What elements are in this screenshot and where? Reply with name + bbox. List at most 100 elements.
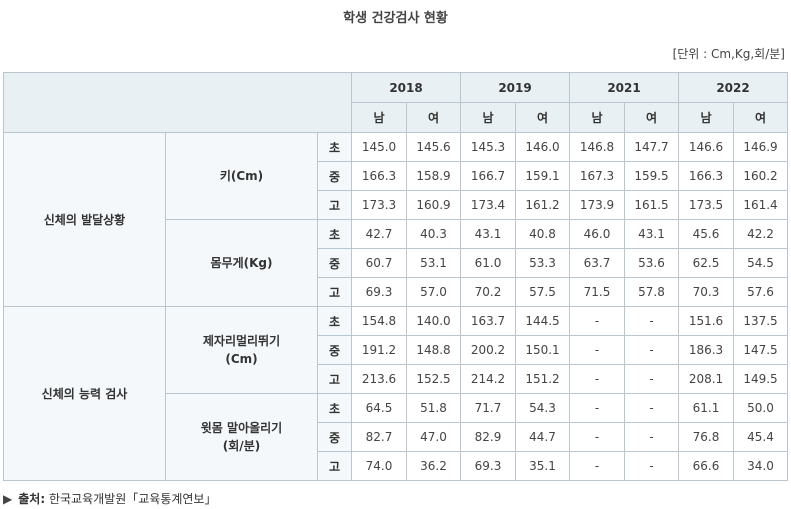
value-cell: 53.6: [624, 248, 680, 278]
value-cell: 173.9: [569, 190, 626, 220]
school-level-cell: 초: [316, 219, 353, 249]
value-cell: 161.5: [624, 190, 680, 220]
value-cell: 214.2: [460, 364, 517, 394]
school-level-cell: 중: [316, 422, 353, 452]
value-cell: 69.3: [351, 277, 408, 307]
value-cell: 200.2: [460, 335, 517, 365]
value-cell: 173.5: [678, 190, 735, 220]
value-cell: 40.8: [515, 219, 571, 249]
value-cell: 60.7: [351, 248, 408, 278]
value-cell: 57.0: [406, 277, 462, 307]
school-level-cell: 중: [316, 248, 353, 278]
measure-cell: 키(Cm): [165, 132, 318, 220]
value-cell: 150.1: [515, 335, 571, 365]
value-cell: 137.5: [733, 306, 789, 336]
value-cell: 54.5: [733, 248, 789, 278]
value-cell: 154.8: [351, 306, 408, 336]
value-cell: 147.7: [624, 132, 680, 162]
value-cell: 45.6: [678, 219, 735, 249]
value-cell: 152.5: [406, 364, 462, 394]
category-cell: 신체의 능력 검사: [3, 306, 166, 481]
gender-header: 남: [678, 102, 735, 133]
measure-cell: 몸무게(Kg): [165, 219, 318, 307]
source-label: 출처:: [18, 492, 46, 506]
header-corner: [2, 72, 353, 133]
value-cell: 160.9: [406, 190, 462, 220]
value-cell: 42.2: [733, 219, 789, 249]
value-cell: 167.3: [569, 161, 626, 191]
school-level-cell: 초: [316, 132, 353, 162]
value-cell: 50.0: [733, 393, 789, 423]
gender-header: 남: [460, 102, 517, 133]
school-level-cell: 중: [316, 335, 353, 365]
year-header: 2018: [351, 72, 462, 103]
measure-unit: (회/분): [222, 439, 261, 453]
value-cell: 147.5: [733, 335, 789, 365]
value-cell: 76.8: [678, 422, 735, 452]
value-cell: 159.5: [624, 161, 680, 191]
value-cell: 61.0: [460, 248, 517, 278]
value-cell: 61.1: [678, 393, 735, 423]
value-cell: -: [569, 393, 626, 423]
table-row: 몸무게(Kg) 초 42.7 40.3 43.1 40.8 46.0 43.1 45.6 42.2: [4, 219, 789, 307]
school-level-cell: 고: [316, 451, 353, 481]
table-row: 윗몸 말아올리기 (회/분) 초 64.5 51.8 71.7 54.3- -61.1 50.0: [4, 393, 789, 481]
table-row: 고 69.3 57.0 70.2 57.5 71.5 57.8 70.3 57.6: [4, 277, 789, 307]
school-level-cell: 중: [316, 161, 353, 191]
value-cell: 163.7: [460, 306, 517, 336]
unit-note: [단위 : Cm,Kg,회/분]: [672, 47, 785, 61]
value-cell: 146.8: [569, 132, 626, 162]
value-cell: 158.9: [406, 161, 462, 191]
value-cell: 53.3: [515, 248, 571, 278]
value-cell: -: [624, 422, 680, 452]
value-cell: 161.2: [515, 190, 571, 220]
value-cell: 208.1: [678, 364, 735, 394]
page-title: 학생 건강검사 현황: [343, 11, 448, 26]
value-cell: 82.7: [351, 422, 408, 452]
measure-label: 몸무게(Kg): [210, 256, 273, 270]
value-cell: -: [624, 393, 680, 423]
value-cell: 173.4: [460, 190, 517, 220]
value-cell: 57.8: [624, 277, 680, 307]
value-cell: 173.3: [351, 190, 408, 220]
value-cell: 34.0: [733, 451, 789, 481]
value-cell: 46.0: [569, 219, 626, 249]
value-cell: 145.6: [406, 132, 462, 162]
gender-header: 여: [733, 102, 789, 133]
year-header: 2022: [678, 72, 789, 103]
value-cell: 166.3: [678, 161, 735, 191]
value-cell: 160.2: [733, 161, 789, 191]
value-cell: 213.6: [351, 364, 408, 394]
arrow-icon: ▶: [3, 492, 13, 506]
measure-unit: (Cm): [225, 352, 258, 366]
value-cell: 146.9: [733, 132, 789, 162]
value-cell: 146.0: [515, 132, 571, 162]
value-cell: 71.5: [569, 277, 626, 307]
value-cell: 40.3: [406, 219, 462, 249]
value-cell: 63.7: [569, 248, 626, 278]
value-cell: 57.5: [515, 277, 571, 307]
value-cell: 191.2: [351, 335, 408, 365]
year-header: 2021: [569, 72, 680, 103]
table-row: 고 213.6 152.5 214.2 151.2- -208.1 149.5: [4, 364, 789, 394]
value-cell: 145.0: [351, 132, 408, 162]
school-level-cell: 고: [316, 277, 353, 307]
value-cell: 140.0: [406, 306, 462, 336]
value-cell: -: [624, 335, 680, 365]
value-cell: 166.7: [460, 161, 517, 191]
value-cell: 166.3: [351, 161, 408, 191]
gender-header: 남: [351, 102, 408, 133]
measure-label: 제자리멀리뛰기: [202, 334, 281, 348]
value-cell: 144.5: [515, 306, 571, 336]
health-stats-table: 2018 2019 2021 2022 남 여 남 여 남 여 남 여 신체의 …: [2, 72, 789, 481]
measure-cell: 제자리멀리뛰기 (Cm): [165, 306, 318, 394]
value-cell: 45.4: [733, 422, 789, 452]
value-cell: 64.5: [351, 393, 408, 423]
value-cell: 151.6: [678, 306, 735, 336]
value-cell: 145.3: [460, 132, 517, 162]
gender-header: 여: [624, 102, 680, 133]
value-cell: 53.1: [406, 248, 462, 278]
table-row: 고 173.3 160.9 173.4 161.2 173.9 161.5 173.5 161.…: [4, 190, 789, 220]
source-note: ▶ 출처: 한국교육개발원「교육통계연보」: [3, 490, 216, 507]
value-cell: 151.2: [515, 364, 571, 394]
